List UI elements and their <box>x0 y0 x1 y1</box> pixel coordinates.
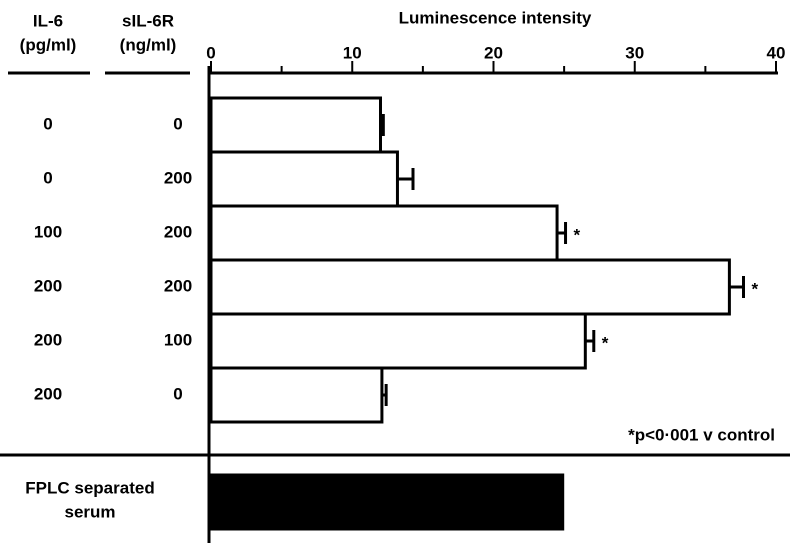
row-label: FPLC separated <box>25 478 154 497</box>
row-label: 200 <box>34 276 62 295</box>
row-label: 0 <box>43 114 52 133</box>
column-header: IL-6 <box>33 11 63 30</box>
x-tick-label: 10 <box>343 43 362 62</box>
row-label: 0 <box>173 114 182 133</box>
column-header: sIL-6R <box>122 11 174 30</box>
row-label: 100 <box>164 330 192 349</box>
annotation: *p<0·001 v control <box>628 425 775 444</box>
row-label: 200 <box>164 222 192 241</box>
bar <box>209 258 731 316</box>
bar <box>209 150 399 208</box>
row-label: 200 <box>164 168 192 187</box>
significance-marker: * <box>574 225 581 244</box>
row-label: 200 <box>34 330 62 349</box>
row-label: 200 <box>34 384 62 403</box>
bar <box>209 366 384 424</box>
row-label: serum <box>64 502 115 521</box>
x-tick-label: 30 <box>625 43 644 62</box>
x-tick-label: 20 <box>484 43 503 62</box>
bar <box>209 96 382 154</box>
x-tick-label: 0 <box>206 43 215 62</box>
bar <box>209 473 565 531</box>
column-header: (ng/ml) <box>120 35 177 54</box>
bar <box>209 204 559 262</box>
significance-marker: * <box>602 333 609 352</box>
axis-title: Luminescence intensity <box>399 8 592 27</box>
row-label: 0 <box>43 168 52 187</box>
row-label: 0 <box>173 384 182 403</box>
row-label: 200 <box>164 276 192 295</box>
bar <box>209 312 587 370</box>
x-tick-label: 40 <box>767 43 786 62</box>
column-header: (pg/ml) <box>20 35 77 54</box>
row-label: 100 <box>34 222 62 241</box>
significance-marker: * <box>752 279 759 298</box>
